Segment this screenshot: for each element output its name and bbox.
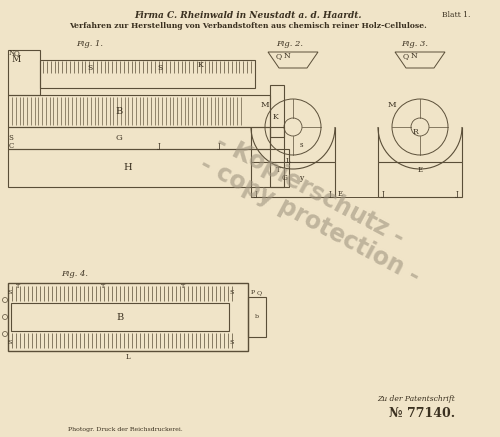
Text: Q: Q [276, 52, 282, 60]
Text: M: M [12, 55, 20, 65]
Text: H: H [124, 163, 132, 173]
Text: Verfahren zur Herstellung von Verbandstoften aus chemisch reiner Holz-Cellulose.: Verfahren zur Herstellung von Verbandsto… [69, 22, 427, 30]
Text: Q: Q [14, 49, 20, 57]
Text: C: C [8, 142, 14, 150]
Text: E: E [418, 166, 422, 174]
Text: S: S [230, 340, 234, 346]
Text: Q: Q [256, 291, 262, 295]
Bar [8, 127, 270, 149]
Text: M: M [260, 101, 270, 109]
Text: T: T [101, 284, 105, 288]
Text: s: s [299, 141, 303, 149]
Text: Photogr. Druck der Reichsdruckerei.: Photogr. Druck der Reichsdruckerei. [68, 427, 182, 432]
Text: B: B [116, 107, 122, 115]
Text: G: G [116, 134, 122, 142]
Text: J: J [158, 142, 160, 150]
Text: P: P [251, 291, 255, 295]
Text: - Kopierschutz -: - Kopierschutz - [212, 130, 408, 250]
Bar [270, 85, 284, 137]
Text: Fig. 1.: Fig. 1. [76, 40, 104, 48]
Text: S: S [158, 64, 162, 72]
Bar [251, 162, 335, 197]
Text: J: J [382, 190, 384, 198]
Text: Blatt 1.: Blatt 1. [442, 11, 470, 19]
Text: S: S [230, 291, 234, 295]
Text: M: M [388, 101, 396, 109]
Text: S: S [88, 64, 92, 72]
Text: L: L [286, 157, 290, 165]
Text: L: L [126, 353, 130, 361]
Text: J: J [218, 142, 220, 150]
Text: Zu der Patentschrift: Zu der Patentschrift [377, 395, 455, 403]
Text: Fig. 4.: Fig. 4. [62, 270, 88, 278]
Text: S: S [8, 340, 12, 346]
Text: S: S [8, 291, 12, 295]
Text: N: N [284, 52, 290, 60]
Text: Fig. 3.: Fig. 3. [402, 40, 428, 48]
Bar [270, 127, 284, 187]
Bar [8, 283, 248, 351]
Text: Fig. 2.: Fig. 2. [276, 40, 303, 48]
Bar [378, 162, 462, 197]
Text: R: R [412, 128, 418, 136]
Bar [8, 50, 40, 95]
Bar [11, 303, 229, 331]
Bar [40, 60, 255, 88]
Text: E: E [338, 190, 342, 198]
Text: T: T [181, 284, 185, 288]
Text: S: S [8, 134, 14, 142]
Text: K: K [197, 61, 203, 69]
Bar [8, 149, 289, 187]
Text: N: N [9, 49, 15, 57]
Text: T: T [16, 284, 20, 288]
Text: K: K [272, 113, 278, 121]
Text: B: B [116, 312, 123, 322]
Text: G: G [282, 174, 288, 182]
Text: J: J [254, 190, 258, 198]
Text: - copy protection -: - copy protection - [196, 152, 424, 288]
Text: J: J [328, 190, 332, 198]
Text: Firma C. Rheinwald in Neustadt a. d. Haardt.: Firma C. Rheinwald in Neustadt a. d. Haa… [134, 11, 362, 20]
Text: J: J [456, 190, 458, 198]
Text: № 77140.: № 77140. [389, 407, 455, 420]
Text: Q: Q [403, 52, 409, 60]
Text: b: b [255, 315, 259, 319]
Bar [8, 95, 270, 127]
Bar [248, 297, 266, 337]
Text: y: y [299, 174, 303, 182]
Text: N: N [410, 52, 418, 60]
Text: T: T [276, 166, 280, 174]
